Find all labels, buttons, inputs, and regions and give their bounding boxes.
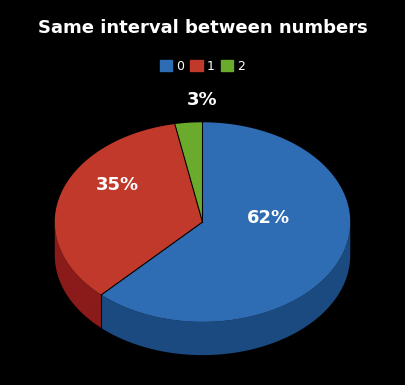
Polygon shape bbox=[55, 222, 101, 328]
Polygon shape bbox=[101, 223, 350, 355]
Polygon shape bbox=[175, 122, 202, 222]
Text: 62%: 62% bbox=[247, 209, 290, 228]
Text: Same interval between numbers: Same interval between numbers bbox=[38, 19, 367, 37]
Polygon shape bbox=[101, 122, 350, 322]
Legend: 0, 1, 2: 0, 1, 2 bbox=[155, 55, 250, 78]
Text: 3%: 3% bbox=[187, 91, 218, 109]
Text: 35%: 35% bbox=[96, 176, 139, 194]
Polygon shape bbox=[55, 124, 202, 295]
